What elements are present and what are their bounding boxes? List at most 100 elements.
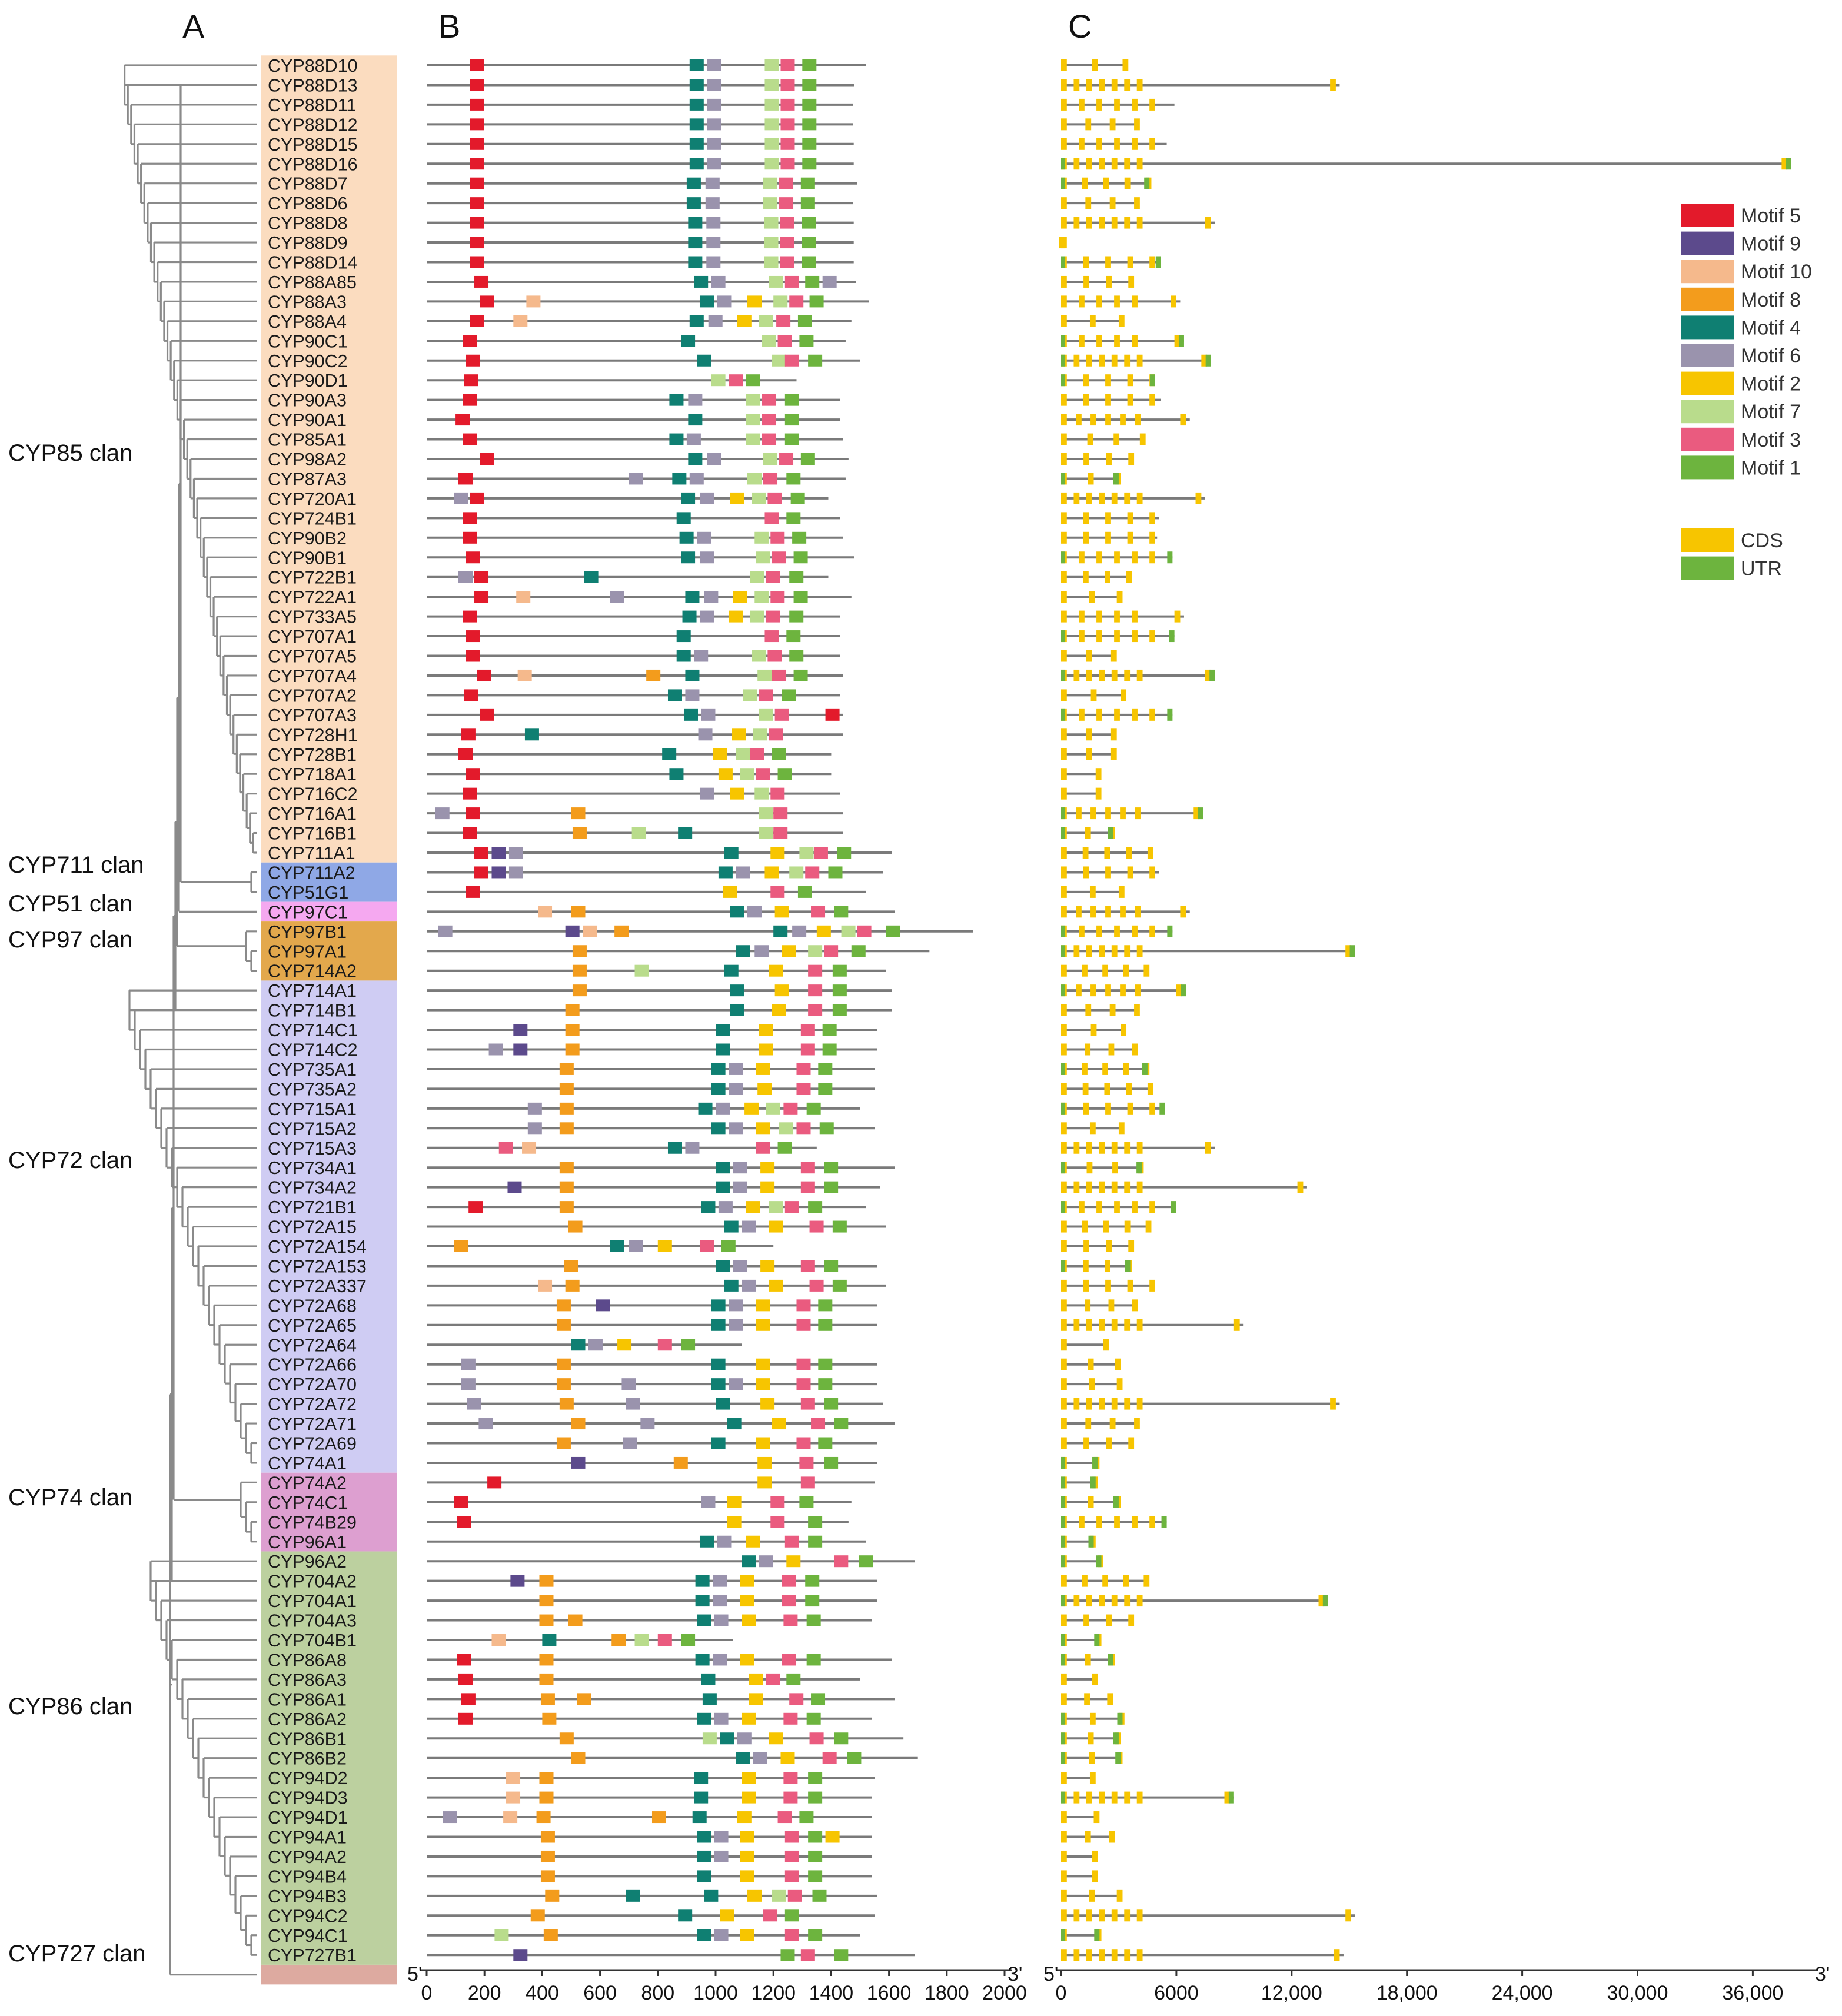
- motif-3-box: [784, 1929, 799, 1941]
- motif-5-box: [461, 728, 476, 741]
- motif-5-box: [470, 118, 484, 131]
- motif-1-box: [824, 1456, 839, 1469]
- motif-6-box: [729, 1063, 743, 1075]
- motif-7-box: [634, 1634, 649, 1646]
- cds-block: [1105, 256, 1111, 268]
- cds-block: [1105, 1279, 1111, 1292]
- cds-block: [1061, 768, 1067, 780]
- motif-1-box: [799, 1811, 814, 1824]
- cds-block: [1149, 531, 1155, 544]
- cds-block: [1061, 138, 1067, 150]
- utr-block: [1061, 551, 1065, 564]
- protein-axis-tick-label: 200: [468, 1982, 501, 2004]
- motif-1-box: [802, 79, 817, 91]
- motif-5-box: [470, 158, 484, 170]
- cds-block: [1093, 1811, 1100, 1824]
- gene-label: CYP728B1: [268, 745, 357, 765]
- cds-block: [1149, 866, 1155, 879]
- motif-4-box: [711, 1063, 726, 1075]
- motif-2-box: [770, 847, 785, 859]
- motif-4-box: [695, 1595, 710, 1607]
- cds-block: [1124, 1220, 1131, 1233]
- cds-block: [1106, 453, 1112, 465]
- cds-block: [1095, 787, 1102, 800]
- motif-8-box: [539, 1654, 554, 1666]
- motif-10-box: [522, 1142, 537, 1154]
- utr-block: [1167, 708, 1173, 721]
- cds-block: [1061, 1949, 1067, 1961]
- utr-block: [1061, 1516, 1065, 1528]
- motif-6-box: [729, 1083, 743, 1095]
- motif-2-box: [744, 1102, 759, 1115]
- cds-block: [1132, 1299, 1138, 1312]
- motif-8-box: [539, 1791, 554, 1804]
- cds-block: [1086, 669, 1092, 681]
- utr-block: [1786, 158, 1791, 170]
- cds-block: [1111, 158, 1118, 170]
- motif-10-box: [526, 295, 541, 308]
- motif-8-box: [543, 1929, 558, 1941]
- cds-block: [1122, 59, 1129, 71]
- motif-5-box: [470, 79, 484, 91]
- protein-axis-tick-label: 1600: [867, 1982, 912, 2004]
- motif-8-box: [565, 1004, 580, 1016]
- gene-label: CYP735A1: [268, 1060, 357, 1080]
- utr-block: [1108, 827, 1113, 839]
- cds-block: [1092, 59, 1098, 71]
- motif-3-box: [796, 1299, 811, 1312]
- motif-2-box: [772, 1004, 786, 1016]
- motif-4-box: [711, 1122, 726, 1135]
- motif-3-box: [776, 315, 791, 327]
- motif-1-box: [802, 237, 816, 249]
- motif-3-box: [770, 886, 785, 898]
- motif-4-box: [679, 531, 694, 544]
- motif-9-box: [491, 866, 506, 879]
- motif-3-box: [784, 1201, 799, 1213]
- motif-1-box: [808, 1516, 823, 1528]
- gene-label: CYP88D15: [268, 135, 358, 155]
- clan-label: CYP51 clan: [8, 891, 132, 917]
- gene-label: CYP72A65: [268, 1316, 357, 1336]
- motif-1-box: [681, 1339, 696, 1351]
- motif-3-box: [762, 433, 776, 445]
- motif-1-box: [800, 177, 815, 189]
- motif-6-box: [714, 1850, 729, 1862]
- motif-8-box: [559, 1398, 574, 1410]
- motif-6-box: [714, 1929, 729, 1941]
- motif-1-box: [784, 433, 799, 445]
- cds-block: [1061, 1083, 1067, 1095]
- motif-4-box: [711, 1299, 726, 1312]
- motif-1-box: [786, 473, 801, 485]
- cds-block: [1149, 1102, 1155, 1115]
- motif-6-box: [689, 473, 704, 485]
- motif-5-box: [480, 295, 494, 308]
- cds-block: [1109, 197, 1116, 209]
- motif-5-box: [477, 669, 491, 681]
- gene-label: CYP90A3: [268, 391, 347, 411]
- cds-block: [1132, 1516, 1138, 1528]
- cds-block: [1079, 138, 1085, 150]
- motif-6-box: [443, 1811, 457, 1824]
- cds-block: [1107, 1693, 1113, 1705]
- utr-block: [1094, 1929, 1100, 1941]
- gene-label: CYP72A69: [268, 1434, 357, 1454]
- cds-block: [1149, 138, 1155, 150]
- motif-5-box: [455, 414, 470, 426]
- cds-block: [1205, 669, 1211, 681]
- motif-3-box: [498, 1142, 513, 1154]
- motif-7-box: [779, 1122, 794, 1135]
- cds-block: [1086, 1595, 1092, 1607]
- utr-block: [1181, 984, 1186, 997]
- cds-block: [1180, 414, 1186, 426]
- motif-5-box: [466, 768, 480, 780]
- motif-8-box: [614, 925, 629, 937]
- motif-1-box: [802, 217, 816, 229]
- motif-3-box: [780, 79, 795, 91]
- motif-3-box: [784, 1535, 799, 1548]
- utr-block: [1144, 177, 1150, 189]
- motif-1-box: [806, 1712, 821, 1725]
- motif-1-box: [808, 1772, 823, 1784]
- motif-1-box: [802, 256, 816, 268]
- motif-4-box: [697, 1614, 711, 1626]
- motif-6-box: [438, 925, 453, 937]
